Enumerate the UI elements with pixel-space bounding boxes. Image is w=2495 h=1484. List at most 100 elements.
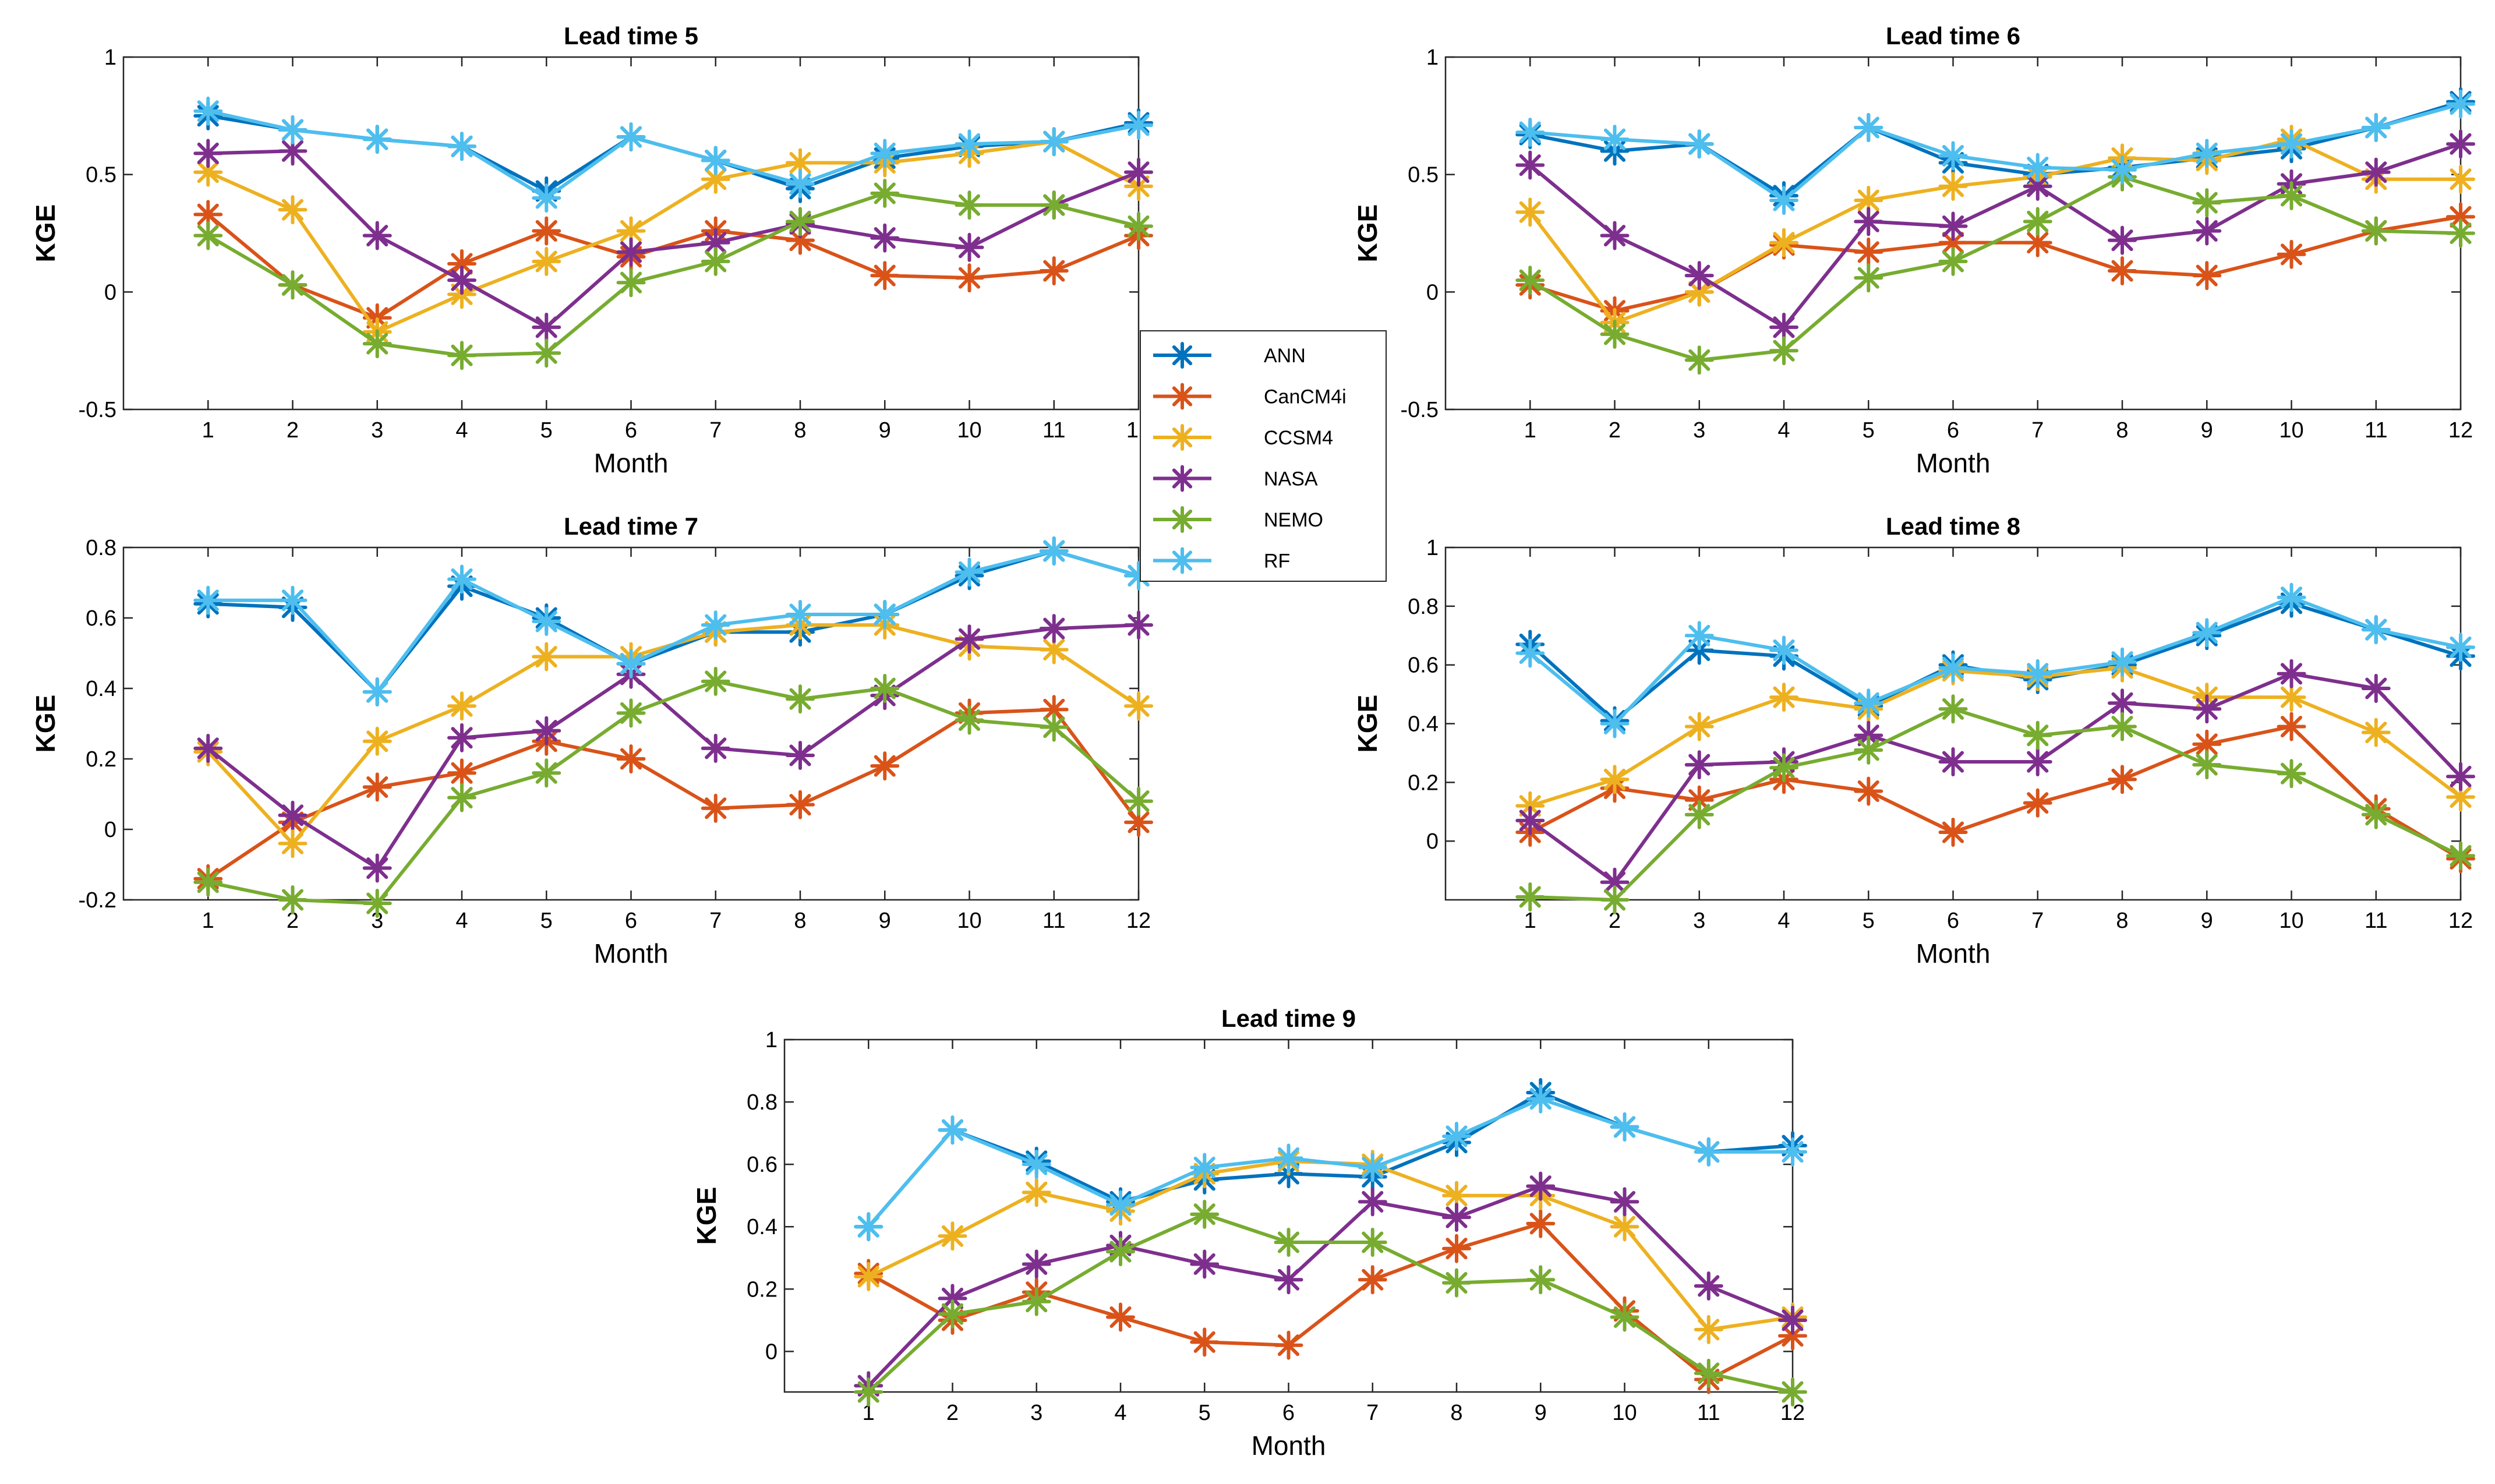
data-point-nemo-m9 xyxy=(1526,1265,1556,1295)
data-point-rf-m1 xyxy=(854,1212,884,1242)
data-point-nasa-m12 xyxy=(1778,1305,1807,1335)
x-tick-label: 7 xyxy=(2031,418,2044,443)
data-point-cancm4i-m11 xyxy=(1039,695,1069,725)
x-tick-label: 1 xyxy=(863,1401,875,1425)
data-point-nasa-m10 xyxy=(2277,659,2306,688)
y-tick-label: 0 xyxy=(1426,829,1439,854)
data-point-rf-m2 xyxy=(1600,709,1630,739)
data-point-rf-m10 xyxy=(2277,582,2306,612)
data-point-ccsm4-m6 xyxy=(1938,171,1968,201)
series-rf xyxy=(1515,582,2475,739)
series-line-rf xyxy=(867,1097,1793,1228)
series-line-ccsm4 xyxy=(207,140,1140,334)
x-tick-label: 5 xyxy=(1863,418,1875,443)
data-point-ccsm4-m8 xyxy=(786,148,815,178)
y-tick-label: -0.5 xyxy=(79,398,116,422)
data-point-nasa-m5 xyxy=(532,312,561,342)
data-point-nemo-m2 xyxy=(278,885,308,914)
data-point-cancm4i-m7 xyxy=(2023,788,2052,818)
data-point-cancm4i-m12 xyxy=(2446,202,2475,232)
data-point-nasa-m8 xyxy=(2108,225,2137,255)
y-tick-label: 1 xyxy=(1426,45,1439,70)
data-point-nasa-m8 xyxy=(1442,1203,1471,1232)
data-point-cancm4i-m6 xyxy=(1938,228,1968,257)
data-point-nasa-m4 xyxy=(1769,312,1798,342)
data-point-rf-m3 xyxy=(1684,621,1714,651)
legend-item-cancm4i: CanCM4i xyxy=(1153,383,1347,410)
series-line-nasa xyxy=(208,149,1140,329)
y-tick-label: 0.8 xyxy=(86,536,116,560)
x-tick-label: 11 xyxy=(1042,909,1065,933)
x-tick-label: 3 xyxy=(371,418,383,443)
data-point-nemo-m7 xyxy=(2023,207,2052,236)
data-point-cancm4i-m4 xyxy=(447,758,476,788)
data-point-nemo-m7 xyxy=(701,246,730,276)
data-point-nasa-m2 xyxy=(278,136,308,166)
data-point-ccsm4-m2 xyxy=(938,1221,967,1251)
data-point-rf-m7 xyxy=(2023,659,2052,688)
data-point-nemo-m10 xyxy=(955,190,984,220)
x-tick-label: 7 xyxy=(709,418,722,443)
y-tick-label: 1 xyxy=(1426,536,1439,560)
data-point-ccsm4-m1 xyxy=(1515,791,1545,821)
data-point-nemo-m10 xyxy=(2277,759,2306,789)
data-point-rf-m2 xyxy=(278,115,308,145)
data-point-rf-m11 xyxy=(2361,113,2391,142)
x-tick-label: 11 xyxy=(1697,1401,1720,1425)
x-tick-label: 2 xyxy=(1609,909,1621,933)
data-point-nasa-m1 xyxy=(1515,150,1545,180)
x-tick-label: 10 xyxy=(957,909,981,933)
x-tick-label: 8 xyxy=(1450,1401,1462,1425)
data-point-nemo-m9 xyxy=(2192,188,2222,218)
x-tick-label: 2 xyxy=(287,418,299,443)
data-point-rf-m2 xyxy=(938,1115,967,1145)
x-tick-label: 11 xyxy=(2365,418,2387,443)
data-point-rf-m8 xyxy=(2108,155,2137,185)
series-nemo xyxy=(193,666,1153,918)
data-point-rf-m5 xyxy=(532,607,561,637)
data-point-ccsm4-m3 xyxy=(362,726,392,756)
x-tick-label: 8 xyxy=(2116,909,2128,933)
legend-item-ann: ANN xyxy=(1153,342,1306,369)
data-point-nasa-m2 xyxy=(1600,867,1630,897)
x-tick-label: 5 xyxy=(540,909,553,933)
data-point-ccsm4-m11 xyxy=(1039,635,1069,665)
data-point-nasa-m10 xyxy=(1610,1187,1639,1217)
x-tick-label: 9 xyxy=(1535,1401,1547,1425)
data-point-cancm4i-m12 xyxy=(1124,807,1153,837)
subplot-lead-time-5: Lead time 51 2 3 4 5 6 7 8 9 10 11 12-0.500.51Month… xyxy=(30,22,1153,478)
data-point-rf-m2 xyxy=(1600,125,1630,154)
data-point-nemo-m11 xyxy=(2361,800,2391,829)
data-point-ccsm4-m2 xyxy=(1600,765,1630,794)
data-point-cancm4i-m8 xyxy=(786,790,815,819)
x-tick-label: 6 xyxy=(1947,909,1959,933)
data-point-ccsm4-m1 xyxy=(1515,197,1545,227)
data-point-nasa-m7 xyxy=(2023,747,2052,777)
data-point-nasa-m9 xyxy=(2192,216,2222,246)
series-line-rf xyxy=(1529,595,2461,726)
data-point-rf-m8 xyxy=(1442,1121,1471,1151)
data-point-nemo-m1 xyxy=(854,1377,884,1407)
x-tick-label: 2 xyxy=(946,1401,959,1425)
legend-label: CanCM4i xyxy=(1264,386,1347,408)
data-point-rf-m6 xyxy=(1938,141,1968,171)
series-line-nasa xyxy=(1529,142,2461,329)
series-line-nasa xyxy=(207,623,1139,870)
subplot-lead-time-9: Lead time 91 2 3 4 5 6 7 8 9 10 11 1200.20.40.60.81… xyxy=(691,1005,1807,1461)
data-point-nemo-m3 xyxy=(1684,800,1714,829)
x-tick-label: 3 xyxy=(1693,418,1705,443)
data-point-nasa-m5 xyxy=(1854,720,1883,750)
legend-marker-ccsm4 xyxy=(1169,424,1196,451)
data-point-cancm4i-m7 xyxy=(2023,228,2052,257)
x-tick-label: 4 xyxy=(1777,418,1790,443)
data-point-nasa-m6 xyxy=(616,237,646,267)
data-point-cancm4i-m3 xyxy=(1684,785,1714,815)
data-point-cancm4i-m5 xyxy=(1854,237,1883,267)
data-point-cancm4i-m12 xyxy=(1778,1321,1807,1351)
data-point-rf-m4 xyxy=(1769,186,1798,215)
data-point-cancm4i-m6 xyxy=(1274,1330,1303,1360)
data-point-nemo-m7 xyxy=(701,666,730,696)
data-point-nemo-m5 xyxy=(1190,1199,1220,1229)
data-point-rf-m8 xyxy=(2108,647,2137,677)
data-point-cancm4i-m9 xyxy=(2192,729,2222,759)
